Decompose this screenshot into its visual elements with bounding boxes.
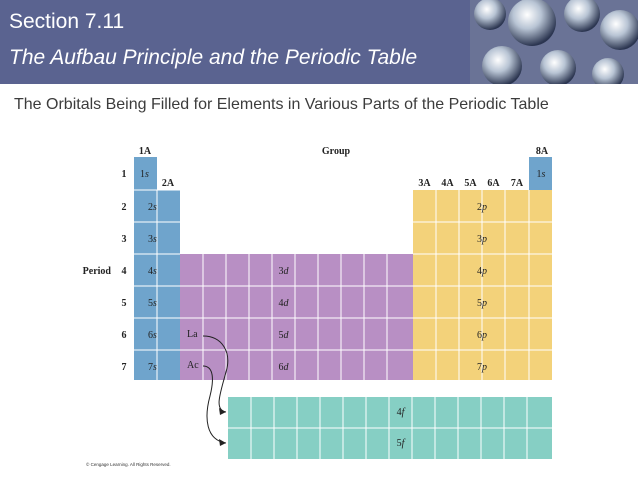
orbital-label-2s: 2s <box>148 202 157 213</box>
decorative-spheres-image <box>470 0 638 84</box>
period-number-6: 6 <box>122 330 127 341</box>
period-number-3: 3 <box>122 234 127 245</box>
group-label-5a: 5A <box>464 178 477 189</box>
orbital-label-helium-1s: 1s <box>537 169 546 180</box>
slide-heading: The Orbitals Being Filled for Elements i… <box>14 96 549 113</box>
group-label-1a: 1A <box>139 146 152 157</box>
orbital-label-2p: 2p <box>477 202 487 213</box>
actinium-arrow <box>202 365 227 444</box>
group-label-7a: 7A <box>511 178 524 189</box>
lanthanum-arrow <box>202 335 229 413</box>
s-block-group-1 <box>134 157 157 380</box>
orbital-label-3p: 3p <box>477 234 487 245</box>
actinium-label: Ac <box>187 360 199 371</box>
copyright-notice: © Cengage Learning. All Rights Reserved. <box>86 461 171 467</box>
group-label-6a: 6A <box>487 178 500 189</box>
group-label-4a: 4A <box>441 178 454 189</box>
period-number-7: 7 <box>122 362 127 373</box>
orbital-label-3d: 3d <box>279 266 290 277</box>
orbital-label-5s: 5s <box>148 298 157 309</box>
period-number-1: 1 <box>122 169 127 180</box>
period-number-4: 4 <box>122 266 127 277</box>
orbital-label-6p: 6p <box>477 330 487 341</box>
orbital-label-4s: 4s <box>148 266 157 277</box>
orbital-label-4p: 4p <box>477 266 487 277</box>
table-labels: Group 1A 2A 8A Period La Ac © Cengage Le… <box>83 146 549 467</box>
orbital-label-3s: 3s <box>148 234 157 245</box>
orbital-label-6d: 6d <box>279 362 290 373</box>
slide-header: Section 7.11 The Aufbau Principle and th… <box>0 0 638 84</box>
lanthanum-label: La <box>187 329 198 340</box>
s-block-group-2 <box>157 190 180 380</box>
cell-grid <box>134 189 552 459</box>
d-block <box>180 254 413 380</box>
section-title: The Aufbau Principle and the Periodic Ta… <box>9 46 418 69</box>
group-label-2a: 2A <box>162 178 175 189</box>
orbital-label-6s: 6s <box>148 330 157 341</box>
period-label: Period <box>83 266 112 277</box>
helium-cell <box>529 157 552 190</box>
actinium-arrowhead <box>219 439 226 446</box>
orbital-label-5d: 5d <box>279 330 290 341</box>
orbital-label-5p: 5p <box>477 298 487 309</box>
orbital-label-5f: 5f <box>397 438 406 449</box>
period-number-2: 2 <box>122 202 127 213</box>
section-number: Section 7.11 <box>9 10 125 33</box>
f-block-arrows <box>202 335 229 446</box>
period-number-5: 5 <box>122 298 127 309</box>
group-label-8a: 8A <box>536 146 549 157</box>
lanthanum-arrowhead <box>219 408 226 415</box>
group-label-3a: 3A <box>418 178 431 189</box>
group-label: Group <box>322 146 351 157</box>
orbital-label-4f: 4f <box>397 407 406 418</box>
orbital-label-1s: 1s <box>140 169 149 180</box>
orbital-label-4d: 4d <box>279 298 290 309</box>
orbital-label-7s: 7s <box>148 362 157 373</box>
orbital-label-7p: 7p <box>477 362 487 373</box>
